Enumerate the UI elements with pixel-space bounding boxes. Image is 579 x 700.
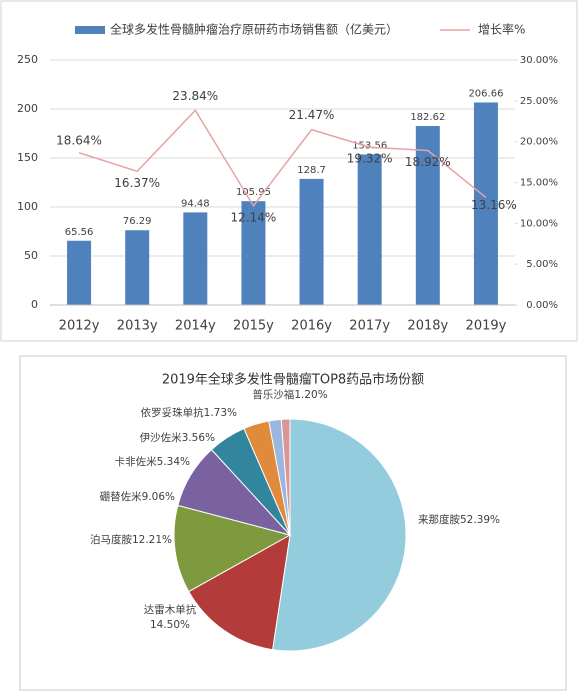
y2-tick-label: 20.00% — [520, 137, 558, 148]
x-tick-label: 2013y — [117, 319, 158, 334]
chart-frame — [19, 355, 567, 691]
y2-tick-label: 5.00% — [526, 259, 558, 270]
bar — [125, 230, 150, 305]
legend-swatch — [75, 26, 105, 34]
bar — [241, 201, 266, 305]
slice-name: 达雷木单抗 — [144, 603, 197, 616]
slice-name: 来那度胺 — [418, 513, 460, 526]
slice-name: 普乐沙福 — [252, 388, 294, 401]
slice-label: 依罗妥珠单抗1.73% — [141, 406, 237, 419]
bar-value-label: 65.56 — [65, 227, 94, 238]
y2-tick-label: 0.00% — [526, 300, 558, 311]
y-tick-label: 50 — [24, 249, 38, 262]
x-tick-label: 2015y — [233, 319, 274, 334]
slice-value: 12.21% — [132, 534, 172, 546]
line-value-label: 18.92% — [405, 155, 451, 169]
slice-value: 1.73% — [204, 407, 237, 419]
pie-slice — [188, 534, 291, 651]
slice-value: 52.39% — [460, 514, 500, 526]
line-value-label: 16.37% — [114, 176, 160, 190]
slice-value: 5.34% — [157, 456, 190, 468]
y-tick-label: 200 — [17, 102, 38, 115]
slice-name: 泊马度胺 — [90, 533, 132, 546]
x-tick-label: 2018y — [407, 319, 448, 334]
bar-value-label: 182.62 — [410, 112, 445, 123]
slice-value: 1.20% — [294, 389, 327, 401]
bar — [473, 102, 498, 305]
x-tick-label: 2016y — [291, 319, 332, 334]
x-tick-label: 2012y — [59, 319, 100, 334]
bar — [415, 126, 440, 305]
y-tick-label: 150 — [17, 151, 38, 164]
slice-label: 泊马度胺12.21% — [90, 533, 172, 546]
legend-label: 增长率% — [478, 22, 525, 37]
slice-value: 3.56% — [182, 432, 215, 444]
y2-tick-label: 30.00% — [520, 55, 558, 66]
line-value-label: 21.47% — [289, 108, 335, 122]
bar-value-label: 94.48 — [181, 198, 210, 209]
line-value-label: 12.14% — [231, 210, 277, 224]
line-value-label: 23.84% — [172, 89, 218, 103]
legend-label: 全球多发性骨髓肿瘤治疗原研药市场销售额（亿美元） — [110, 22, 398, 37]
slice-name: 卡非佐米 — [115, 455, 157, 468]
line-value-label: 13.16% — [471, 198, 517, 212]
x-tick-label: 2017y — [349, 319, 390, 334]
y2-tick-label: 25.00% — [520, 96, 558, 107]
x-tick-label: 2019y — [466, 319, 507, 334]
x-tick-label: 2014y — [175, 319, 216, 334]
bar-value-label: 76.29 — [123, 216, 152, 227]
slice-value: 14.50% — [150, 619, 190, 631]
bar — [183, 212, 208, 305]
slice-label: 普乐沙福1.20% — [252, 388, 327, 401]
bar — [357, 154, 382, 305]
y-tick-label: 250 — [17, 53, 38, 66]
slice-label: 来那度胺52.39% — [418, 513, 500, 526]
slice-label: 达雷木单抗 14.50% — [144, 603, 197, 631]
bar-value-label: 206.66 — [468, 88, 503, 99]
slice-label: 卡非佐米5.34% — [115, 455, 190, 468]
y-tick-label: 100 — [17, 200, 38, 213]
bar-value-label: 153.56 — [352, 141, 387, 152]
line-value-label: 18.64% — [56, 133, 102, 147]
y2-tick-label: 15.00% — [520, 178, 558, 189]
slice-label: 伊沙佐米3.56% — [140, 431, 215, 444]
chart-title: 2019年全球多发性骨髓瘤TOP8药品市场份额 — [162, 372, 424, 388]
line-value-label: 19.32% — [347, 152, 393, 166]
bar-value-label: 128.7 — [297, 165, 326, 176]
bar-value-label: 105.95 — [236, 187, 271, 198]
slice-name: 硼替佐米 — [100, 490, 142, 503]
y2-tick-label: 10.00% — [520, 218, 558, 229]
y-tick-label: 0 — [31, 298, 38, 311]
slice-name: 伊沙佐米 — [140, 431, 182, 444]
pie-slice — [272, 418, 407, 652]
slice-name: 依罗妥珠单抗 — [141, 406, 204, 419]
pie-slice — [280, 418, 291, 536]
slice-value: 9.06% — [142, 491, 175, 503]
growth-line — [78, 109, 487, 208]
bar — [67, 240, 92, 305]
slice-label: 硼替佐米9.06% — [100, 490, 175, 503]
bar — [299, 178, 324, 305]
pie-slice — [173, 504, 292, 593]
chart-frame — [0, 0, 578, 342]
